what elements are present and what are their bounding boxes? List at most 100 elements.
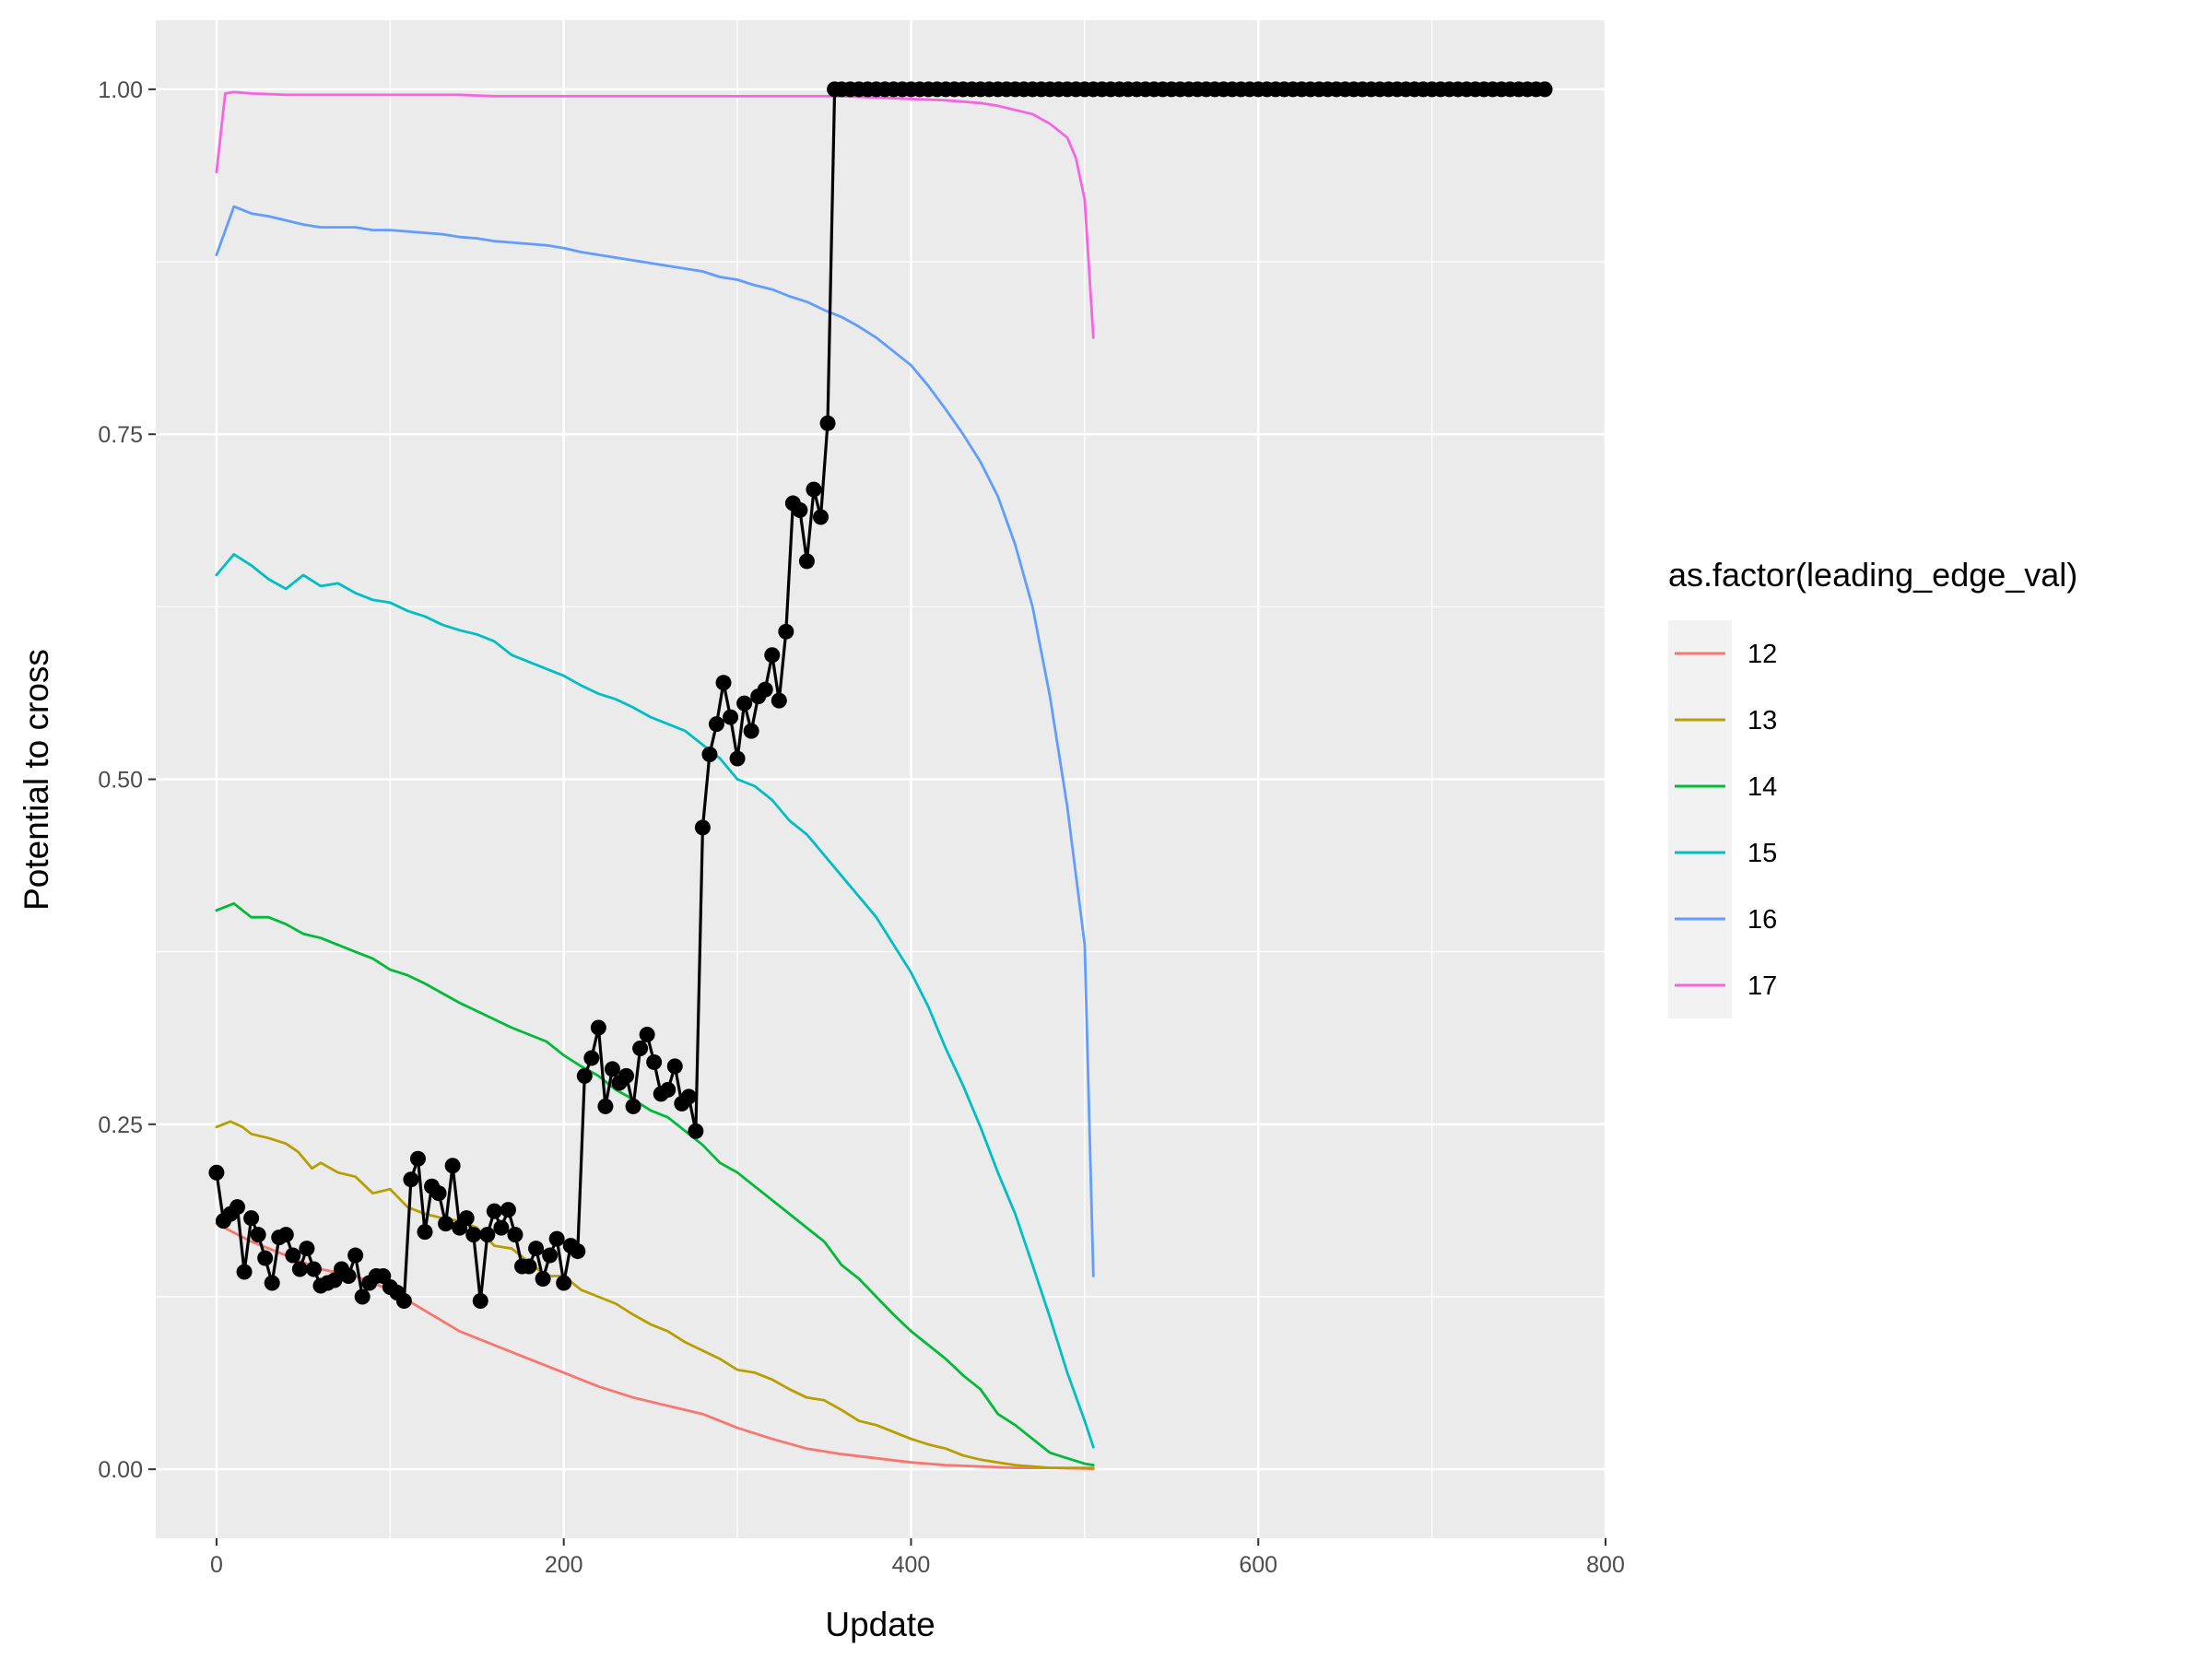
legend-label-16: 16 [1747,905,1777,935]
data-point [438,1216,454,1232]
x-axis: 0 200 400 600 800 [210,1538,1625,1578]
data-point [299,1241,315,1257]
y-tick-label: 0.50 [98,768,143,794]
data-point [479,1227,496,1243]
series-line-16 [215,205,1095,1277]
data-point [736,695,753,712]
data-point [507,1227,524,1243]
y-axis: 0.00 0.25 0.50 0.75 1.00 [98,77,156,1483]
data-point [548,1230,565,1247]
data-point [771,692,787,709]
legend-label-15: 15 [1747,839,1777,868]
data-point [764,647,781,664]
x-tick-label: 800 [1586,1552,1625,1578]
data-point [743,723,759,739]
data-point [250,1227,266,1243]
data-point [583,1050,600,1066]
data-point [500,1202,516,1218]
y-tick-label: 1.00 [98,77,143,103]
data-point [715,675,732,691]
x-tick-label: 200 [545,1552,583,1578]
data-point [646,1053,663,1070]
data-point [340,1268,357,1285]
data-point [521,1258,537,1275]
data-point [417,1224,433,1241]
data-point [792,502,808,519]
data-point [409,1150,426,1167]
data-point [604,1061,620,1077]
data-point [236,1264,253,1280]
data-point [798,553,815,570]
data-point [639,1026,655,1042]
data-point [680,1088,697,1105]
data-point [264,1275,280,1291]
x-tick-label: 600 [1239,1552,1277,1578]
data-point [243,1210,260,1227]
data-point [757,681,773,698]
data-point [576,1067,593,1084]
legend-key-background [1668,620,1732,1018]
data-point [729,750,746,767]
legend-label-17: 17 [1747,971,1777,1001]
series-line-17 [215,90,1095,339]
data-point [597,1098,614,1114]
legend-title: as.factor(leading_edge_val) [1668,556,2077,594]
data-point [395,1292,412,1309]
data-point [285,1247,301,1264]
data-point [291,1261,308,1277]
data-point [632,1040,649,1056]
legend-label-14: 14 [1747,772,1777,802]
data-point [465,1227,482,1243]
x-tick-label: 0 [210,1552,223,1578]
data-point [347,1247,364,1264]
data-point [688,1123,704,1139]
data-point [542,1247,559,1264]
data-point [430,1185,447,1202]
legend-keys: 12 13 14 15 16 17 [1668,620,1777,1018]
legend-label-13: 13 [1747,706,1777,735]
x-axis-title: Update [825,1606,935,1643]
series-line-15 [215,553,1095,1449]
data-point [570,1243,586,1260]
data-point [354,1288,371,1305]
data-point [556,1275,572,1291]
y-tick-label: 0.25 [98,1112,143,1138]
data-point [535,1271,551,1288]
legend: as.factor(leading_edge_val) 12 13 14 15 16 17 [1668,556,2077,1018]
series-line-14 [215,901,1095,1466]
data-point [277,1227,294,1243]
data-point [257,1250,274,1266]
data-point [778,623,794,640]
x-tick-label: 400 [892,1552,931,1578]
data-point [472,1292,488,1309]
data-point [708,716,724,733]
data-point [590,1019,606,1036]
data-point [493,1219,510,1236]
data-point [813,509,830,525]
data-point [1528,81,1545,98]
series-layer [208,81,1553,1471]
data-point [660,1081,677,1098]
legend-label-12: 12 [1747,640,1777,669]
data-point [208,1164,225,1181]
data-point [806,481,822,498]
data-point [229,1199,246,1216]
data-point [403,1171,419,1188]
data-point [618,1067,635,1084]
data-point [486,1203,502,1219]
y-tick-label: 0.75 [98,422,143,448]
series-line-13 [215,1120,1095,1469]
data-point [701,747,718,763]
data-point [666,1058,683,1075]
data-point [305,1261,322,1277]
data-point [723,709,739,725]
data-point [444,1158,461,1174]
data-point [625,1098,641,1114]
data-point [458,1210,475,1227]
y-axis-title: Potential to cross [18,649,55,911]
y-tick-label: 0.00 [98,1457,143,1483]
data-point [528,1241,545,1257]
data-point [694,819,711,836]
data-point [819,415,836,431]
